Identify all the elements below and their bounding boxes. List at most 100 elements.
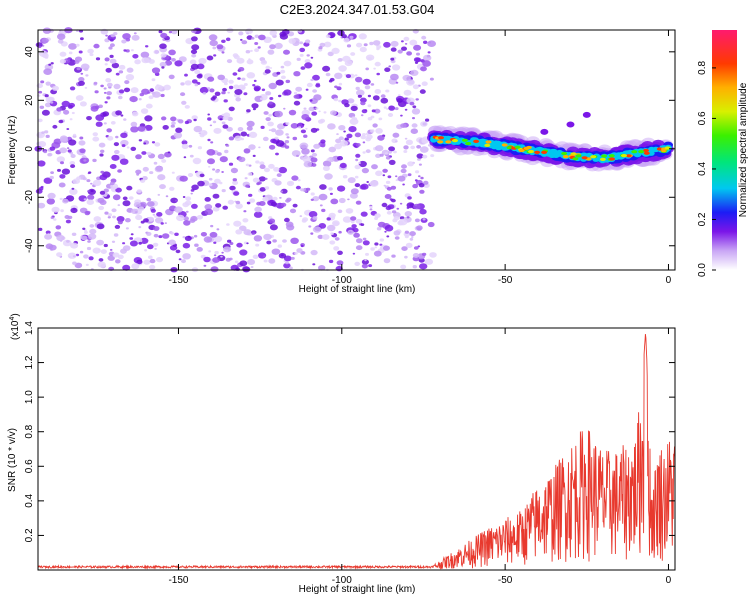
noise-blob: [69, 188, 78, 195]
noise-blob: [361, 259, 369, 265]
noise-blob: [325, 72, 331, 77]
noise-blob: [86, 116, 92, 121]
noise-blob: [78, 140, 86, 146]
noise-blob: [37, 202, 46, 209]
noise-blob: [300, 66, 306, 70]
noise-blob: [168, 239, 176, 246]
noise-blob: [214, 91, 221, 97]
noise-blob: [103, 87, 107, 90]
noise-blob: [377, 135, 385, 141]
noise-blob: [313, 143, 321, 149]
noise-blob: [216, 152, 222, 156]
noise-blob: [88, 233, 97, 240]
noise-blob: [160, 222, 164, 225]
noise-blob: [143, 259, 151, 265]
noise-blob: [385, 180, 391, 184]
noise-blob: [369, 205, 373, 209]
noise-blob: [359, 46, 367, 53]
noise-blob: [329, 240, 336, 245]
noise-blob: [209, 40, 218, 47]
track-peak: [523, 146, 530, 150]
noise-blob: [240, 131, 248, 137]
noise-blob: [123, 130, 127, 133]
noise-blob: [365, 149, 371, 154]
noise-blob: [358, 33, 367, 40]
noise-blob: [406, 79, 415, 86]
spectrogram-panel: -150 -100 -50 0 -40 -20 0 20 40 Height of strai…: [7, 27, 676, 295]
noise-blob: [283, 262, 291, 269]
spectrogram-frame: [37, 29, 676, 271]
noise-blob: [361, 167, 369, 174]
noise-blob: [421, 35, 427, 40]
noise-blob: [194, 243, 199, 247]
track-peak: [590, 155, 597, 159]
noise-blob: [375, 127, 383, 134]
noise-blob: [245, 163, 250, 167]
noise-blob: [57, 39, 64, 44]
noise-blob: [228, 85, 234, 90]
noise-blob: [210, 266, 219, 273]
noise-blob: [310, 192, 315, 196]
noise-blob: [182, 253, 191, 260]
noise-blob: [328, 146, 337, 153]
noise-blob: [253, 85, 261, 91]
track-peak: [534, 150, 541, 154]
noise-blob: [253, 79, 257, 82]
noise-blob: [170, 231, 174, 235]
noise-blob: [109, 248, 113, 251]
noise-blob: [312, 196, 320, 202]
noise-blob: [368, 264, 373, 268]
colorbar-tick-label: 0.8: [697, 61, 708, 75]
noise-blob: [350, 216, 357, 221]
noise-blob: [216, 228, 220, 231]
noise-blob: [196, 247, 203, 252]
noise-blob: [69, 161, 76, 166]
noise-blob: [207, 117, 212, 121]
noise-blob: [310, 232, 314, 235]
noise-blob: [299, 215, 303, 218]
track-peak: [601, 154, 608, 158]
noise-blob: [236, 57, 245, 64]
noise-blob: [234, 135, 242, 142]
noise-blob: [374, 242, 379, 246]
noise-blob: [304, 62, 313, 69]
noise-blob: [122, 242, 126, 245]
noise-blob: [241, 77, 246, 81]
noise-blob: [284, 140, 290, 144]
noise-blob: [371, 109, 376, 113]
noise-blob: [252, 177, 260, 183]
noise-blob: [123, 49, 127, 52]
y-tick-label: 0: [24, 146, 35, 152]
noise-blob: [355, 153, 361, 158]
noise-blob: [388, 146, 395, 152]
noise-blob: [57, 33, 66, 40]
noise-blob: [285, 122, 290, 125]
track-peak: [528, 149, 535, 154]
noise-blob: [347, 177, 356, 184]
noise-blob: [402, 74, 411, 82]
noise-blob: [208, 34, 218, 41]
noise-blob: [283, 89, 292, 96]
noise-blob: [131, 49, 134, 52]
noise-blob: [226, 223, 230, 226]
noise-blob: [174, 199, 178, 202]
track-peak: [461, 138, 468, 142]
noise-blob: [293, 94, 300, 99]
noise-blob: [83, 198, 87, 201]
noise-blob: [268, 129, 272, 132]
noise-blob: [104, 63, 108, 66]
noise-blob: [322, 165, 330, 171]
noise-blob: [39, 105, 45, 110]
noise-blob: [136, 189, 142, 194]
noise-blob: [312, 226, 322, 233]
noise-blob: [182, 242, 191, 249]
noise-blob: [373, 250, 382, 257]
figure-title: C2E3.2024.347.01.53.G04: [280, 2, 435, 17]
noise-blob: [240, 137, 244, 141]
colorbar-ticks: 0.0 0.2 0.4 0.6 0.8: [697, 61, 716, 277]
noise-blob: [191, 79, 198, 84]
noise-blob: [144, 249, 148, 252]
noise-blob: [206, 149, 216, 156]
noise-blob: [89, 224, 95, 228]
